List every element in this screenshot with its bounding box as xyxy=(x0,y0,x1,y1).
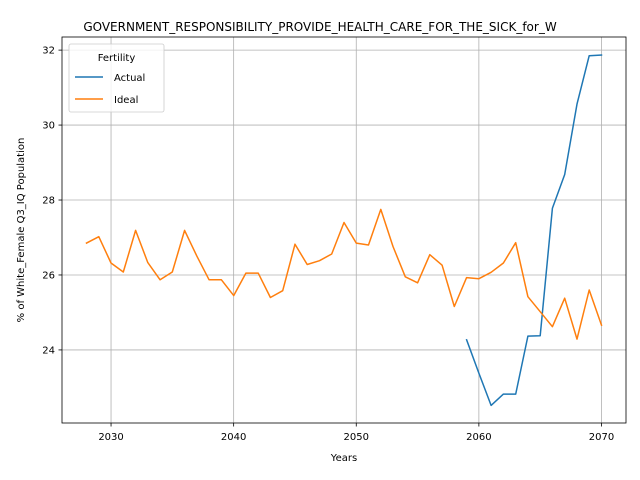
y-tick-label: 26 xyxy=(42,270,55,281)
x-tick-label: 2070 xyxy=(589,432,614,443)
legend-box xyxy=(68,43,165,113)
series-line-actual xyxy=(465,54,603,407)
legend-items: Actual Ideal xyxy=(75,73,145,106)
legend-label-ideal: Ideal xyxy=(114,95,138,106)
grid xyxy=(62,37,626,423)
series-line-ideal xyxy=(85,208,603,340)
legend-label-actual: Actual xyxy=(114,73,145,84)
axis-ticks: 2030 2040 2050 2060 2070 24 26 28 30 32 xyxy=(42,46,614,443)
y-tick-label: 28 xyxy=(42,196,55,207)
chart-title: GOVERNMENT_RESPONSIBILITY_PROVIDE_HEALTH… xyxy=(83,20,557,34)
y-axis-label: % of White_Female Q3_IQ Population xyxy=(16,138,27,323)
y-tick-label: 30 xyxy=(42,121,55,132)
x-tick-label: 2050 xyxy=(344,432,369,443)
x-tick-label: 2030 xyxy=(98,432,123,443)
legend-title: Fertility xyxy=(98,53,136,64)
x-tick-label: 2060 xyxy=(466,432,491,443)
y-tick-label: 24 xyxy=(42,345,55,356)
x-tick-label: 2040 xyxy=(221,432,246,443)
y-tick-label: 32 xyxy=(42,46,55,57)
x-axis-label: Years xyxy=(330,453,357,464)
legend: Fertility Actual Ideal xyxy=(68,43,165,113)
plot-area-frame xyxy=(61,36,627,424)
series-lines xyxy=(85,54,603,407)
